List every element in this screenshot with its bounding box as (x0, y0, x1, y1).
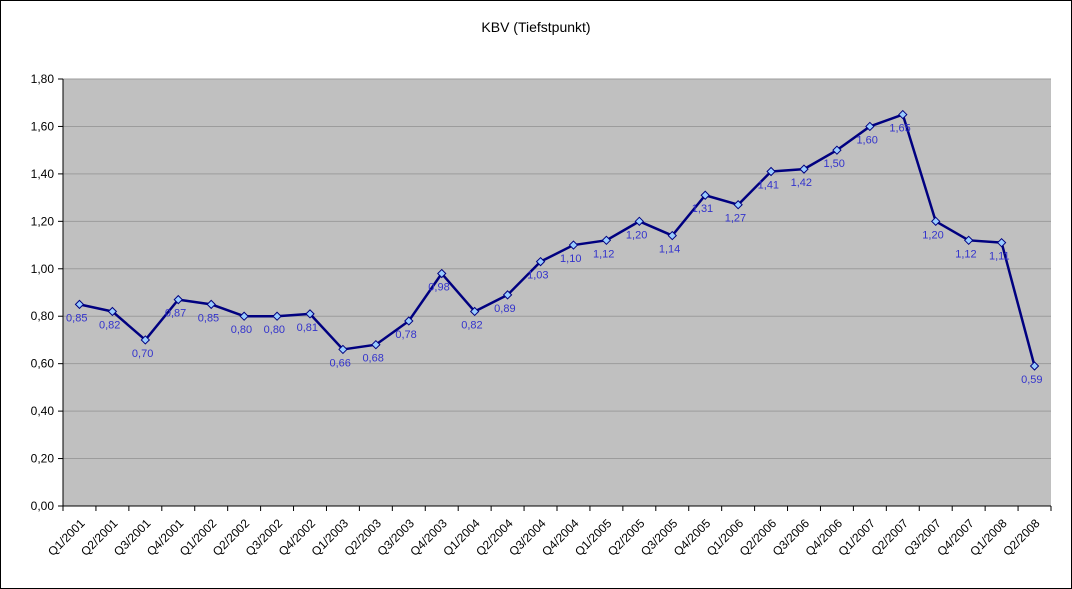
data-point-label: 0,59 (1021, 374, 1042, 386)
data-point-label: 0,81 (297, 322, 318, 334)
data-point-marker (634, 216, 645, 227)
data-point-marker (338, 344, 348, 355)
data-point-marker (766, 166, 776, 177)
data-point-label: 0,85 (66, 312, 87, 324)
data-point-marker (832, 145, 842, 155)
data-point-marker (469, 306, 480, 317)
data-point-marker (305, 309, 315, 319)
data-point-marker (107, 306, 118, 317)
data-point-label: 1,42 (791, 177, 812, 189)
data-point-marker (535, 256, 546, 267)
data-point-label: 1,41 (758, 180, 779, 192)
y-axis-label: 1,40 (31, 167, 55, 181)
data-point-label: 1,12 (593, 248, 614, 260)
data-point-label: 1,03 (527, 270, 548, 282)
data-point-label: 1,27 (725, 213, 746, 225)
data-point-marker (206, 299, 216, 310)
data-point-marker (1029, 361, 1040, 371)
data-point-marker (963, 235, 974, 246)
y-axis-label: 0,00 (31, 499, 55, 513)
data-point-label: 0,66 (330, 357, 351, 369)
data-point-marker (996, 237, 1007, 248)
y-axis-label: 0,60 (31, 357, 55, 371)
data-point-label: 0,82 (461, 319, 482, 331)
y-axis-label: 0,40 (31, 404, 55, 418)
data-point-marker (667, 230, 677, 241)
plot-background (63, 79, 1051, 506)
series-line (78, 113, 1036, 368)
data-point-label: 1,14 (659, 244, 680, 256)
data-point-label: 0,80 (231, 324, 252, 336)
data-point-label: 0,70 (132, 348, 153, 360)
data-point-label: 1,20 (922, 229, 943, 241)
x-axis-label: Q2/2008 (1000, 516, 1043, 559)
data-point-marker (239, 311, 249, 321)
data-point-label: 1,12 (955, 248, 976, 260)
data-point-label: 1,10 (560, 253, 581, 265)
data-point-marker (799, 164, 809, 174)
y-axis-label: 1,60 (31, 119, 55, 133)
data-point-marker (404, 316, 414, 326)
data-point-label: 1,11 (989, 251, 1010, 263)
y-axis-label: 0,20 (31, 452, 55, 466)
chart-title: KBV (Tiefstpunkt) (481, 19, 591, 35)
y-axis-label: 1,00 (31, 262, 55, 276)
data-point-marker (140, 335, 151, 345)
y-axis-label: 1,80 (31, 72, 55, 86)
data-point-label: 0,78 (395, 329, 416, 341)
data-point-label: 1,50 (824, 158, 845, 170)
data-point-label: 0,85 (198, 312, 219, 324)
data-point-label: 1,65 (889, 123, 910, 135)
data-point-marker (733, 200, 743, 210)
data-point-marker (173, 294, 183, 305)
data-point-label: 1,20 (626, 229, 647, 241)
data-point-label: 1,31 (692, 203, 713, 215)
data-point-marker (700, 190, 710, 200)
data-point-marker (865, 121, 875, 132)
data-point-marker (502, 290, 513, 300)
data-point-marker (568, 240, 579, 250)
data-point-marker (371, 339, 381, 350)
data-point-label: 0,82 (99, 319, 120, 331)
data-point-label: 0,98 (428, 282, 449, 294)
data-point-marker (601, 235, 612, 246)
y-axis-label: 0,80 (31, 309, 55, 323)
data-point-label: 0,89 (494, 303, 515, 315)
data-point-marker (898, 109, 908, 120)
data-point-label: 1,60 (856, 134, 877, 146)
data-point-marker (437, 268, 447, 279)
data-point-marker (272, 311, 282, 321)
y-axis-label: 1,20 (31, 214, 55, 228)
data-point-label: 0,80 (264, 324, 285, 336)
data-point-label: 0,87 (165, 308, 186, 320)
data-point-marker (74, 299, 85, 310)
data-point-label: 0,68 (362, 353, 383, 365)
data-point-marker (931, 216, 941, 227)
